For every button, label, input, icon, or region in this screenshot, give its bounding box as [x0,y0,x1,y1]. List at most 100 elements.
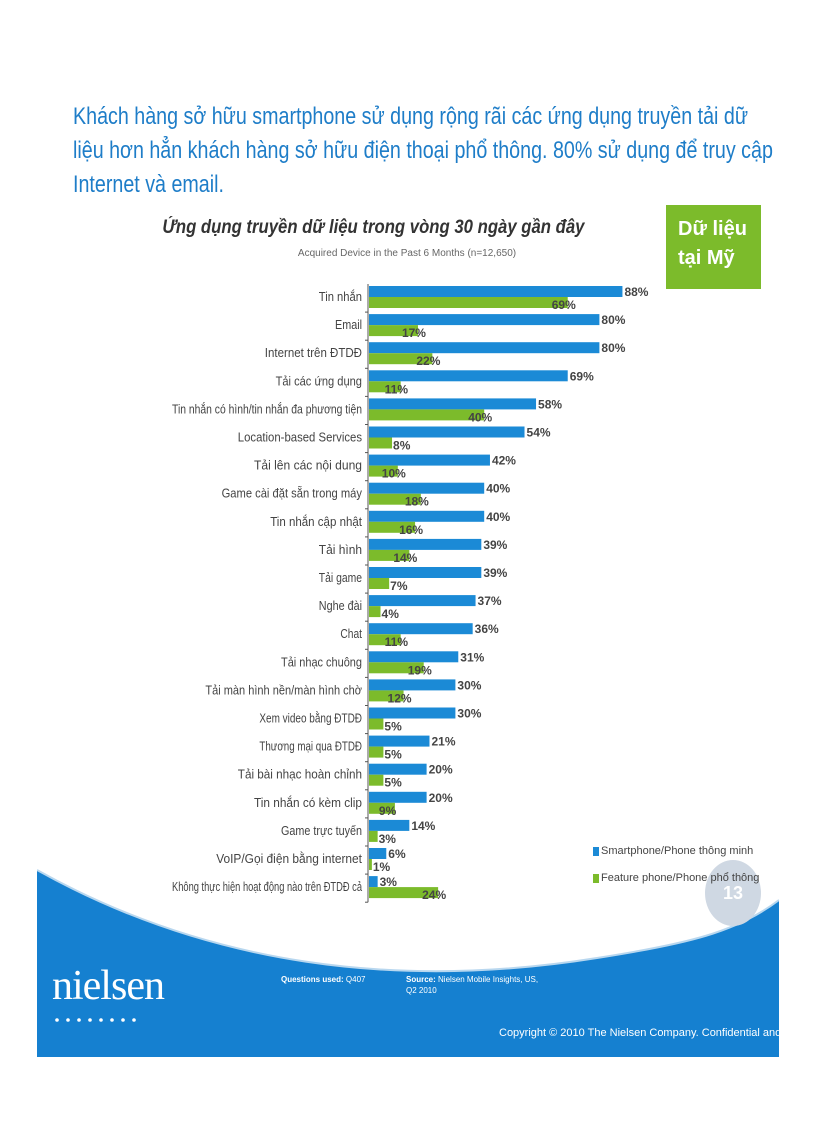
value-label-feature: 69% [552,298,576,312]
value-label-smartphone: 58% [538,397,562,411]
category-label: Location-based Services [238,431,362,445]
value-label-feature: 11% [385,382,409,396]
value-label-feature: 1% [373,860,391,874]
bar-smartphone [369,510,485,522]
value-label-feature: 11% [385,635,409,649]
bar-feature [369,437,393,449]
value-label-feature: 24% [422,888,446,902]
bar-feature [369,353,433,365]
bar-smartphone [369,314,600,326]
bar-feature [369,549,410,561]
bar-smartphone [369,454,490,466]
bar-smartphone [369,819,410,831]
page-number-badge: 13 [705,860,761,926]
category-label: Thương mại qua ĐTDĐ [259,740,362,754]
bar-smartphone [369,791,427,803]
bar-feature [369,578,390,589]
bar-smartphone [369,482,485,494]
region-badge: Dữ liệu tại Mỹ [666,205,761,289]
legend-feature: Feature phone/Phone phổ thông [593,872,759,884]
bar-smartphone [369,342,600,354]
category-label: Tin nhắn [319,289,362,304]
bar-feature [369,746,384,758]
bar-feature [369,690,404,702]
bar-smartphone [369,398,537,410]
category-label: VoIP/Gọi điện bằng internet [216,851,362,866]
value-label-smartphone: 30% [457,707,481,721]
bar-smartphone [369,876,378,888]
source-label: Source: [406,975,436,984]
bar-smartphone [369,679,456,691]
bar-feature [369,297,568,308]
legend-smartphone-swatch [593,846,599,856]
value-label-smartphone: 3% [380,875,398,889]
legend-feature-swatch [593,873,599,883]
value-label-smartphone: 88% [624,285,648,299]
value-label-feature: 5% [384,776,402,790]
category-label: Game trực tuyến [281,824,362,838]
value-label-feature: 12% [388,691,412,705]
bar-smartphone [369,707,456,719]
bar-feature [369,859,372,870]
value-label-feature: 8% [393,439,411,453]
value-label-feature: 22% [416,354,440,368]
value-label-smartphone: 20% [429,791,453,805]
headline-line-3: Internet và email. [73,171,224,198]
badge-line-1: Dữ liệu [678,218,747,240]
bar-feature [369,774,384,786]
value-label-smartphone: 21% [431,735,455,749]
bar-smartphone [369,651,459,663]
bar-smartphone [369,595,476,607]
category-label: Tin nhắn có kèm clip [254,795,362,810]
value-label-feature: 7% [390,579,408,593]
value-label-feature: 18% [405,495,429,509]
category-label: Không thực hiện hoạt động nào trên ĐTDĐ … [172,880,362,894]
slide: Khách hàng sở hữu smartphone sử dụng rộn… [37,60,779,1057]
questions-value: Q407 [345,975,366,984]
category-label: Xem video bằng ĐTDĐ [259,711,362,726]
questions-used: Questions used: Q407 [281,974,366,985]
headline-line-1: Khách hàng sở hữu smartphone sử dụng rộn… [73,103,749,130]
value-label-smartphone: 39% [483,566,507,580]
category-label: Tải hình [319,543,362,557]
badge-line-2: tại Mỹ [678,247,735,269]
footer-wave [37,869,779,1057]
value-label-feature: 40% [468,410,492,424]
bar-smartphone [369,763,427,775]
value-label-smartphone: 14% [411,819,435,833]
bar-feature [369,381,401,393]
value-label-smartphone: 36% [475,622,499,636]
logo-dots-icon [55,1018,136,1022]
category-label: Chat [340,627,362,641]
category-label: Tải bài nhạc hoàn chỉnh [238,768,362,782]
value-label-smartphone: 69% [570,369,594,383]
bar-smartphone [369,370,568,382]
value-label-feature: 5% [384,748,402,762]
bar-smartphone [369,286,623,297]
category-label: Tải màn hình nền/màn hình chờ [205,683,362,697]
chart-subtitle: Acquired Device in the Past 6 Months (n=… [297,248,517,259]
bar-feature [369,465,398,477]
value-label-feature: 14% [393,551,417,565]
category-label: Email [335,318,362,332]
category-label: Tải các ứng dụng [276,374,362,388]
bar-feature [369,802,395,814]
value-label-smartphone: 39% [483,538,507,552]
chart-title: Ứng dụng truyền dữ liệu trong vòng 30 ng… [162,217,585,238]
category-label: Tải nhạc chuông [281,655,362,669]
value-label-smartphone: 54% [527,426,551,440]
value-label-smartphone: 80% [601,341,625,355]
category-label: Game cài đặt sẵn trong máy [222,486,363,501]
category-label: Tải game [319,571,362,585]
value-label-feature: 9% [379,804,397,818]
source-value-2: Q2 2010 [406,986,437,995]
category-label: Tin nhắn có hình/tin nhắn đa phương tiện [172,401,362,416]
bar-feature [369,521,416,533]
legend-smartphone: Smartphone/Phone thông minh [593,845,753,857]
value-label-smartphone: 6% [388,847,406,861]
value-label-feature: 4% [382,607,400,621]
legend-smartphone-label: Smartphone/Phone thông minh [601,845,754,857]
bar-smartphone [369,538,482,550]
bar-feature [369,830,378,842]
value-label-feature: 17% [402,326,426,340]
